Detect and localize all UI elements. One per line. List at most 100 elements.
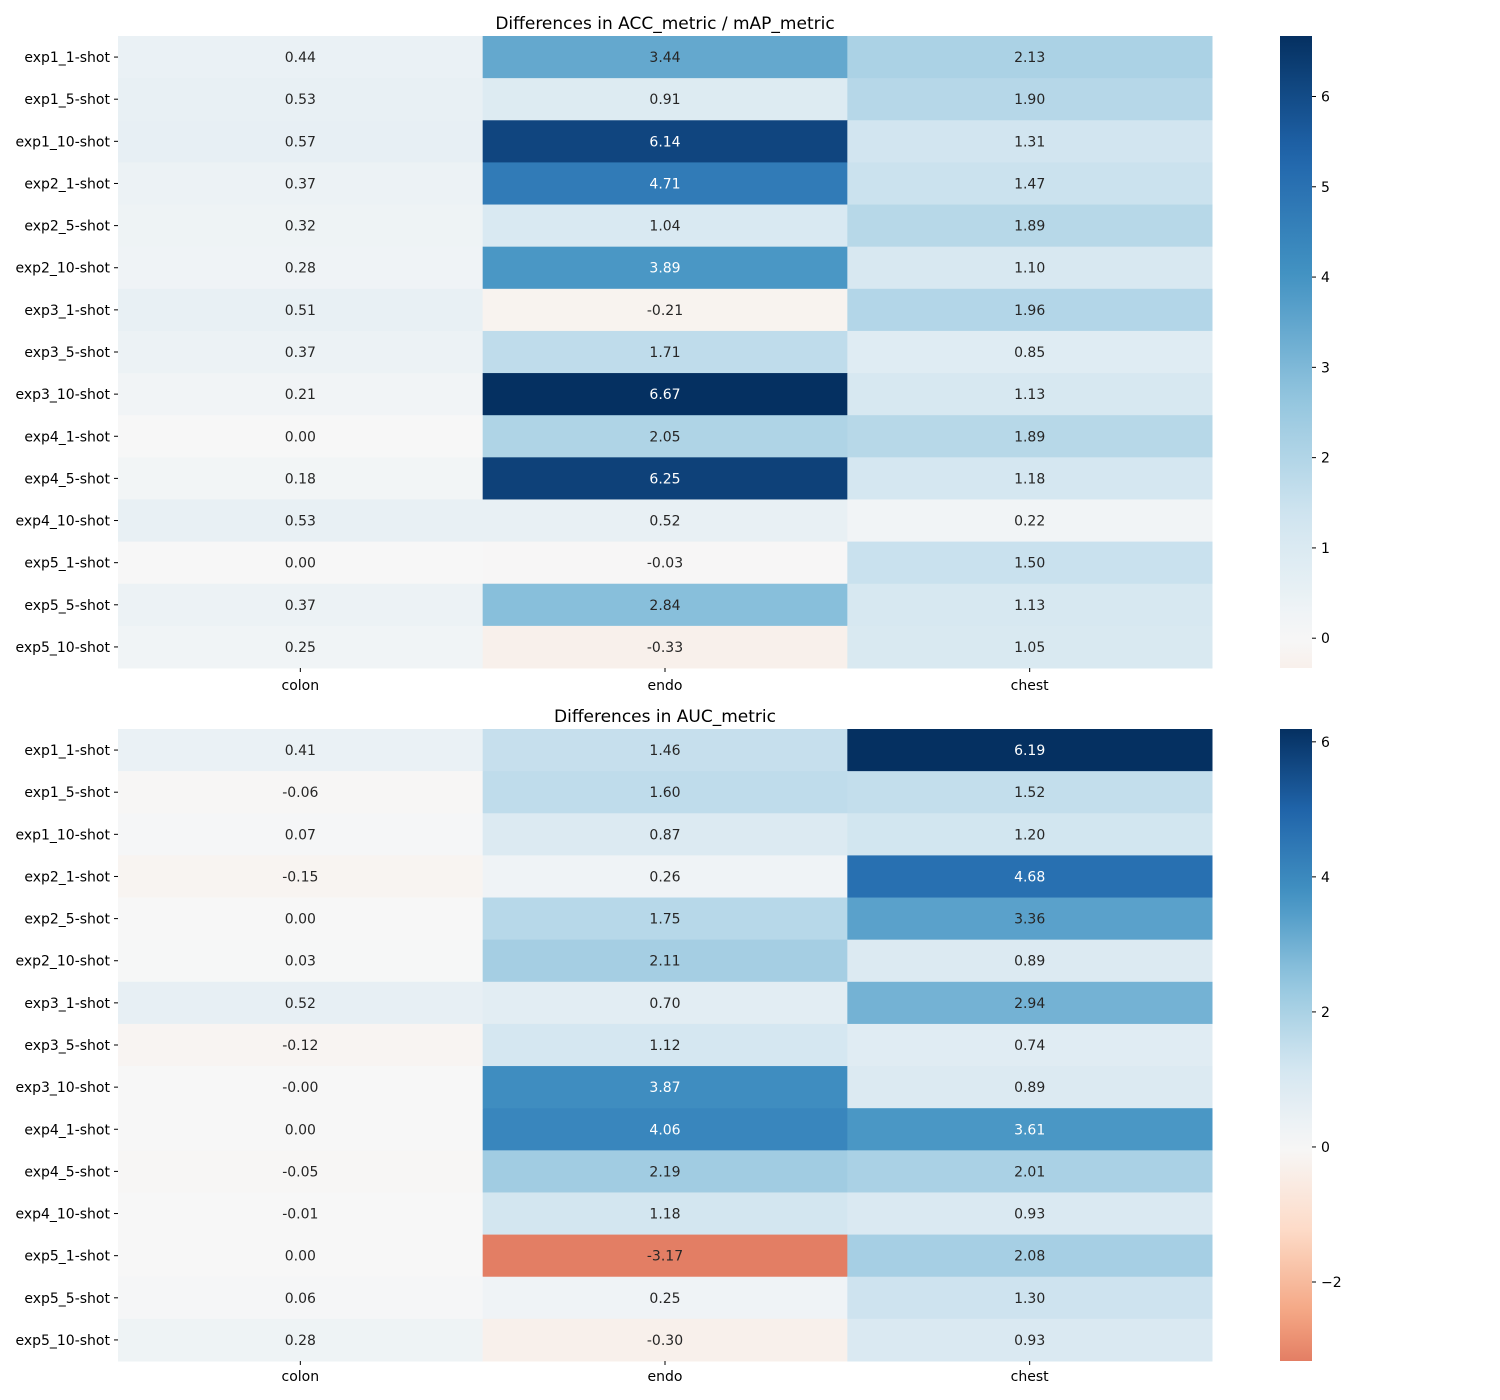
heatmap-cell [482, 204, 848, 248]
cell-value-label: 0.00 [285, 556, 316, 572]
cell-value-label: 0.07 [285, 827, 316, 843]
y-tick-label: exp2_10-shot [15, 261, 110, 277]
cell-value-label: 0.74 [1014, 1038, 1045, 1054]
cell-value-label: 0.37 [285, 176, 316, 192]
cell-value-label: 0.00 [285, 1122, 316, 1138]
cell-value-label: 0.00 [285, 1249, 316, 1265]
cell-value-label: 0.52 [649, 514, 680, 530]
cell-value-label: 0.21 [285, 387, 316, 403]
y-tick-label: exp5_10-shot [15, 640, 110, 656]
heatmap-cell [482, 583, 848, 627]
heatmap-cell [847, 1276, 1213, 1320]
cell-value-label: 6.25 [649, 471, 680, 487]
heatmap-cell [482, 457, 848, 500]
heatmap-cell [118, 897, 484, 941]
cell-value-label: -0.12 [282, 1038, 318, 1054]
cell-value-label: -0.15 [282, 869, 318, 885]
row-labels: exp1_1-shot exp1_5-shot exp1_10-shot exp2_1… [15, 743, 118, 1349]
y-tick-label: exp1_1-shot [24, 743, 110, 759]
cell-value-label: 6.67 [649, 387, 680, 403]
y-tick-label: exp2_1-shot [24, 176, 110, 192]
heatmap-cell [118, 541, 484, 585]
cell-value-label: 1.18 [1014, 471, 1045, 487]
cell-value-label: 0.87 [649, 827, 680, 843]
heatmap-cells: 0.41 1.46 6.19 -0.06 1.60 1.52 0.07 0.87 1.20 -0.… [118, 729, 1213, 1362]
cell-value-label: 1.47 [1014, 176, 1045, 192]
heatmap-cell [482, 1318, 848, 1362]
cell-value-label: 1.52 [1014, 785, 1045, 801]
y-tick-label: exp1_1-shot [24, 50, 110, 66]
y-tick-label: exp5_5-shot [24, 1291, 110, 1307]
heatmap-cell [118, 204, 484, 248]
colorbar-tick-label: 4 [1321, 870, 1330, 886]
cell-value-label: 2.94 [1014, 996, 1045, 1012]
cell-value-label: 1.30 [1014, 1291, 1045, 1307]
heatmap-cell [847, 813, 1213, 856]
x-tick-label: chest [1011, 1369, 1049, 1385]
cell-value-label: -0.21 [647, 303, 683, 319]
colorbar: −2 0 2 4 6 [1280, 729, 1342, 1361]
cell-value-label: 0.32 [285, 219, 316, 235]
cell-value-label: 1.96 [1014, 303, 1045, 319]
heatmap-cell [482, 1023, 848, 1067]
y-tick-label: exp1_10-shot [15, 827, 110, 843]
heatmap-cell [118, 1023, 484, 1067]
heatmap-cell [118, 1108, 484, 1151]
cell-value-label: 2.13 [1014, 50, 1045, 66]
heatmap-cell [118, 457, 484, 500]
y-tick-label: exp3_1-shot [24, 303, 110, 319]
cell-value-label: 3.89 [649, 261, 680, 277]
cell-value-label: 1.18 [649, 1207, 680, 1223]
cell-value-label: 6.19 [1014, 743, 1045, 759]
cell-value-label: 1.12 [649, 1038, 680, 1054]
cell-value-label: 1.10 [1014, 261, 1045, 277]
y-tick-label: exp3_10-shot [15, 1080, 110, 1096]
cell-value-label: 0.91 [649, 92, 680, 108]
heatmap-cell [482, 373, 848, 416]
heatmap-cell [482, 1276, 848, 1320]
heatmap-cell [482, 541, 848, 585]
cell-value-label: -0.01 [282, 1207, 318, 1223]
heatmap-cell [847, 1066, 1213, 1109]
cell-value-label: 1.46 [649, 743, 680, 759]
y-tick-label: exp3_1-shot [24, 996, 110, 1012]
heatmap-cell [482, 625, 848, 669]
x-tick-label: colon [282, 678, 320, 694]
cell-value-label: 6.14 [649, 134, 680, 150]
heatmap-cell [847, 499, 1213, 543]
heatmap-cell [847, 1023, 1213, 1067]
cell-value-label: 1.04 [649, 219, 680, 235]
cell-value-label: 1.13 [1014, 598, 1045, 614]
heatmap-cell [118, 330, 484, 374]
heatmap-cell [482, 120, 848, 163]
heatmap-cell [482, 1108, 848, 1151]
heatmap-cell [847, 120, 1213, 163]
heatmap-cell [482, 813, 848, 856]
heatmap-cell [118, 78, 484, 121]
cell-value-label: -0.05 [282, 1164, 318, 1180]
cell-value-label: 0.22 [1014, 514, 1045, 530]
heatmap-cell [847, 1108, 1213, 1151]
heatmap-cell [482, 499, 848, 543]
colorbar-tick-label: 0 [1321, 1140, 1330, 1156]
heatmap-cell [118, 771, 484, 814]
heatmap-cell [118, 855, 484, 899]
cell-value-label: 0.57 [285, 134, 316, 150]
row-labels: exp1_1-shot exp1_5-shot exp1_10-shot exp2_1… [15, 50, 118, 656]
column-labels: colon endo chest [282, 1361, 1049, 1385]
cell-value-label: -0.00 [282, 1080, 318, 1096]
cell-value-label: 4.06 [649, 1122, 680, 1138]
cell-value-label: 1.89 [1014, 219, 1045, 235]
cell-value-label: 3.87 [649, 1080, 680, 1096]
cell-value-label: 1.90 [1014, 92, 1045, 108]
y-tick-label: exp2_10-shot [15, 954, 110, 970]
cell-value-label: 1.71 [649, 345, 680, 361]
cell-value-label: 2.11 [649, 954, 680, 970]
cell-value-label: 1.05 [1014, 640, 1045, 656]
heatmap-cell [847, 1150, 1213, 1193]
heatmap-cell [847, 162, 1213, 206]
cell-value-label: 4.68 [1014, 869, 1045, 885]
heatmap-cell [118, 36, 484, 79]
x-tick-label: chest [1011, 678, 1049, 694]
cell-value-label: 0.70 [649, 996, 680, 1012]
